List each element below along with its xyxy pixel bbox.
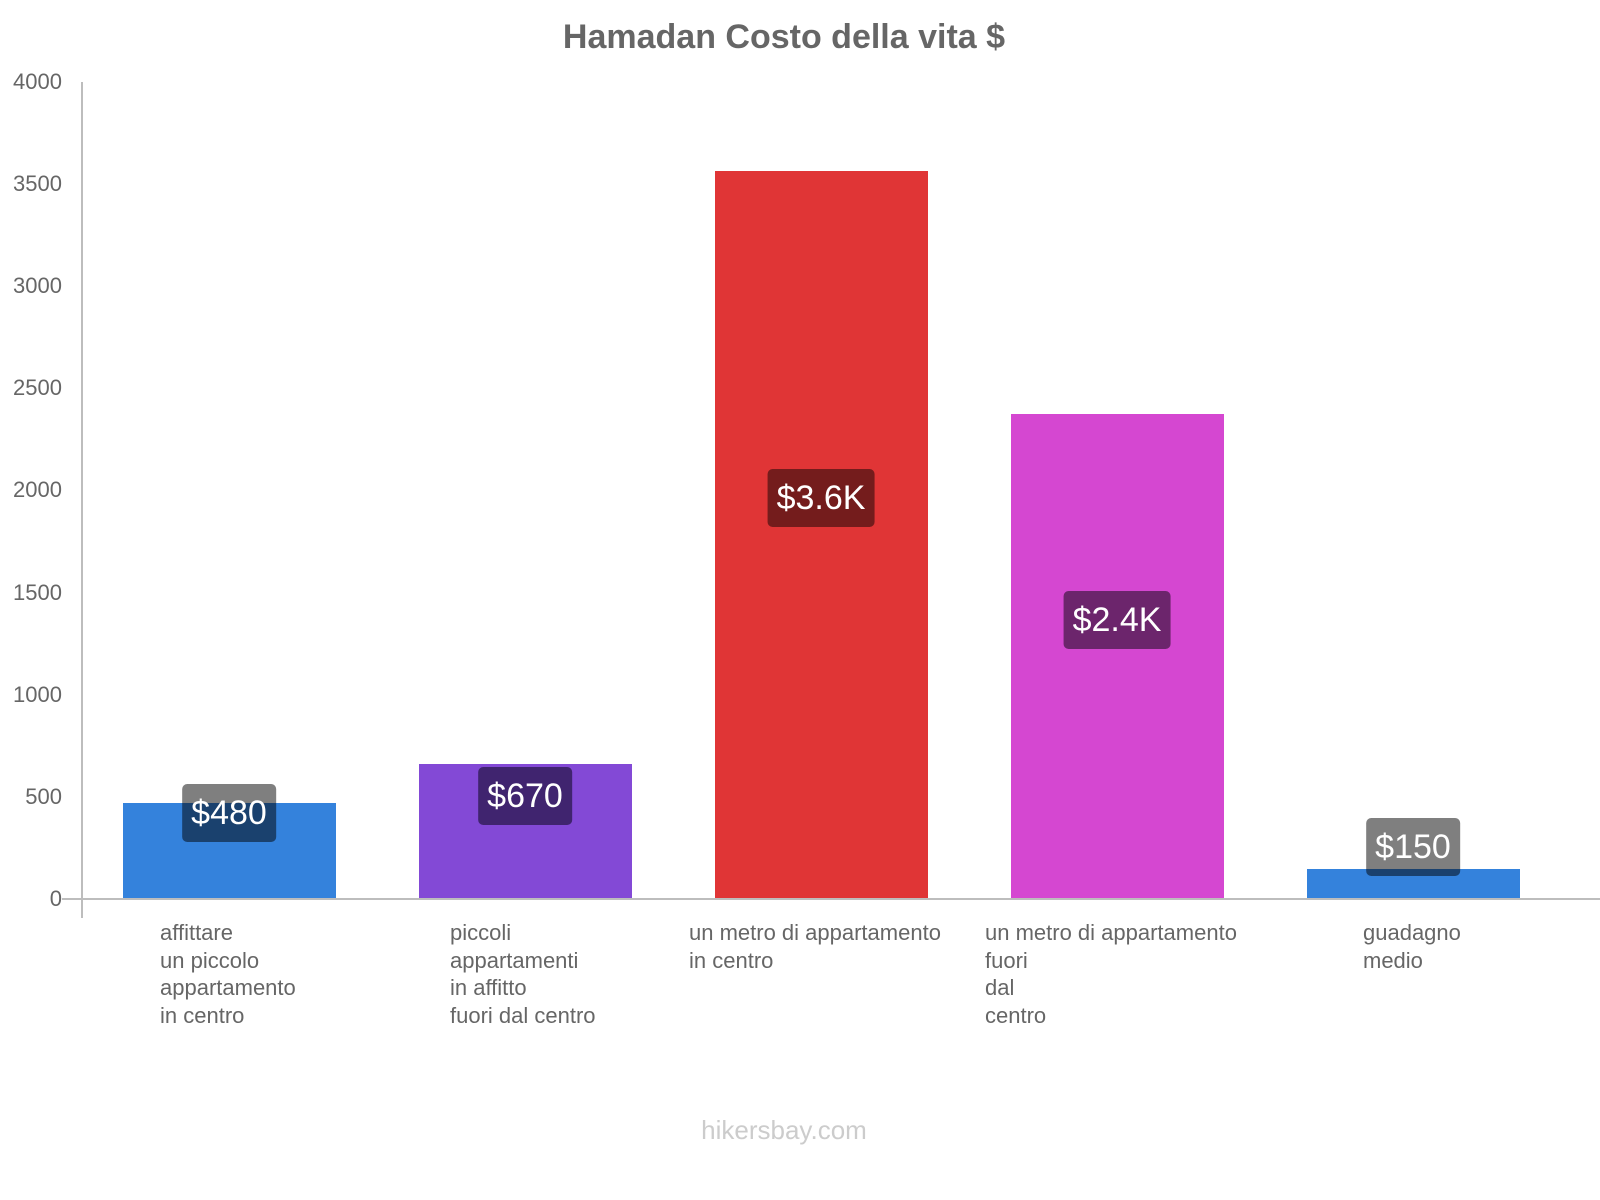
value-label: $480 xyxy=(182,784,276,842)
footer-watermark: hikersbay.com xyxy=(701,1115,867,1145)
x-label: un metro di appartamento in centro xyxy=(689,920,941,973)
value-label: $2.4K xyxy=(1063,591,1171,649)
y-tick-0: 0 xyxy=(49,886,62,911)
x-label: affittare un piccolo appartamento in cen… xyxy=(160,920,296,1028)
value-label: $3.6K xyxy=(767,469,875,527)
chart-title: Hamadan Costo della vita $ xyxy=(562,18,1006,56)
y-tick-1000: 1000 xyxy=(13,682,62,707)
y-tick-3500: 3500 xyxy=(13,171,62,196)
value-label: $150 xyxy=(1366,818,1460,876)
x-axis-line xyxy=(62,898,1600,900)
y-tick-3000: 3000 xyxy=(13,273,62,298)
value-label: $670 xyxy=(478,767,572,825)
y-tick-1500: 1500 xyxy=(13,580,62,605)
x-label: un metro di appartamento fuori dal centr… xyxy=(985,920,1237,1028)
y-axis-line xyxy=(81,82,83,918)
y-tick-500: 500 xyxy=(25,784,62,809)
bar-sqm-apartment-outside-center[interactable] xyxy=(1011,414,1224,899)
y-tick-4000: 4000 xyxy=(13,69,62,94)
x-label: guadagno medio xyxy=(1363,920,1461,973)
y-tick-2500: 2500 xyxy=(13,375,62,400)
y-tick-2000: 2000 xyxy=(13,477,62,502)
bar-sqm-apartment-center[interactable] xyxy=(715,171,928,899)
x-label: piccoli appartamenti in affitto fuori da… xyxy=(450,920,596,1028)
